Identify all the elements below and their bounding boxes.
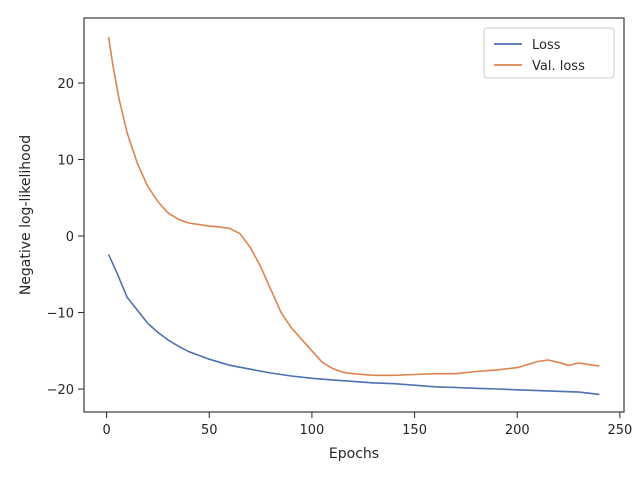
series-line-0 bbox=[107, 254, 600, 396]
y-axis-label: Negative log-likelihood bbox=[18, 135, 34, 295]
legend-label: Val. loss bbox=[532, 59, 585, 74]
y-tick-label: 0 bbox=[66, 230, 74, 245]
x-axis-label: Epochs bbox=[329, 446, 379, 462]
x-tick-label: 50 bbox=[201, 423, 218, 438]
y-tick-label: −10 bbox=[47, 307, 74, 322]
x-tick-label: 200 bbox=[505, 423, 530, 438]
tick-group: 0 50 100 150 200 250 −20 −10 0 10 20 bbox=[47, 77, 633, 438]
legend-label: Loss bbox=[532, 38, 561, 53]
series-line-1 bbox=[107, 36, 600, 377]
series-layer bbox=[107, 36, 600, 396]
x-tick-label: 250 bbox=[607, 423, 632, 438]
y-tick-label: 20 bbox=[57, 77, 74, 92]
x-tick-label: 150 bbox=[402, 423, 427, 438]
x-tick-label: 100 bbox=[299, 423, 324, 438]
plot-frame bbox=[83, 17, 625, 413]
x-tick-label: 0 bbox=[102, 423, 110, 438]
y-tick-label: −20 bbox=[47, 383, 74, 398]
y-tick-label: 10 bbox=[57, 154, 74, 169]
legend: Loss Val. loss bbox=[483, 27, 615, 79]
